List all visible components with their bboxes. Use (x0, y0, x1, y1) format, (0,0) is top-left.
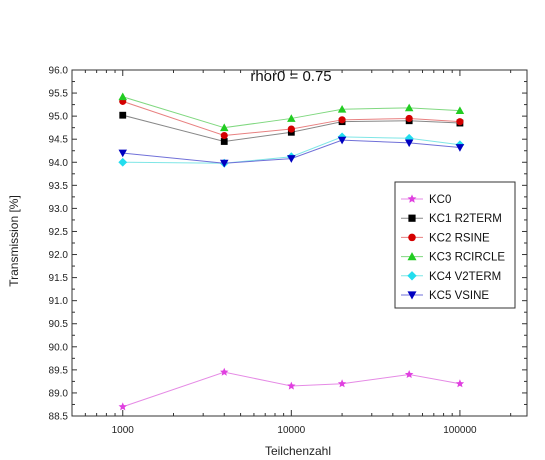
marker-triangle-down (455, 144, 465, 152)
legend: KC0 KC1 R2TERM KC2 RSINE KC3 RCIRCLE KC4 V2T… (394, 181, 516, 309)
y-tick-label: 91.5 (49, 273, 69, 284)
chart-annotation: rhor0 = 0.75 (250, 68, 331, 85)
y-tick-label: 94.0 (49, 158, 69, 169)
legend-item: KC5 VSINE (401, 290, 489, 302)
marker-triangle-up (219, 123, 229, 132)
marker-circle (287, 125, 295, 133)
y-tick-label: 90.0 (49, 342, 69, 353)
y-tick-label: 90.5 (49, 319, 69, 330)
marker-star (455, 379, 465, 388)
y-tick-label: 91.0 (49, 296, 69, 307)
marker-triangle-down (337, 136, 347, 145)
y-tick-label: 92.5 (49, 227, 69, 238)
marker-circle (408, 233, 416, 242)
legend-label: KC3 RCIRCLE (429, 252, 505, 264)
marker-star (287, 381, 296, 390)
legend-label: KC5 VSINE (429, 290, 489, 302)
marker-triangle-up (337, 104, 347, 113)
marker-triangle-up (118, 92, 127, 101)
marker-circle (456, 118, 464, 126)
marker-triangle-up (404, 103, 414, 112)
marker-square (119, 111, 127, 119)
y-tick-label: 95.0 (49, 112, 69, 123)
marker-circle (405, 114, 413, 123)
marker-diamond (404, 133, 414, 143)
legend-label: KC2 RSINE (429, 232, 490, 244)
marker-triangle-down (118, 149, 127, 158)
legend-item: KC4 V2TERM (401, 271, 501, 283)
marker-triangle-down (287, 155, 296, 163)
series-line (122, 100, 460, 137)
y-tick-label: 95.5 (49, 89, 69, 100)
series-kc5-vsine (118, 136, 465, 168)
y-tick-label: 96.0 (49, 66, 69, 77)
marker-triangle-up (287, 114, 296, 122)
y-tick-label: 93.5 (49, 181, 69, 192)
legend-item: KC0 (401, 194, 451, 206)
marker-diamond (407, 271, 417, 281)
marker-triangle-down (407, 291, 417, 300)
series-kc3-rcircle (118, 92, 465, 132)
marker-diamond (118, 157, 128, 167)
y-tick-label: 92.0 (49, 250, 69, 261)
series-line (122, 136, 460, 164)
x-tick-label: 100000 (443, 425, 477, 436)
x-tick-label: 1000 (112, 425, 135, 436)
legend-label: KC1 R2TERM (429, 213, 502, 225)
legend-box (394, 181, 516, 309)
x-tick-label: 10000 (277, 425, 305, 436)
y-tick-label: 89.0 (49, 388, 69, 399)
x-axis-title: Teilchenzahl (265, 444, 331, 458)
series-line (122, 371, 460, 408)
marker-star (220, 367, 229, 376)
marker-star (118, 402, 127, 411)
marker-circle (220, 131, 228, 140)
legend-item: KC1 R2TERM (401, 213, 502, 225)
y-tick-label: 94.5 (49, 135, 69, 146)
series-kc0 (118, 367, 465, 411)
marker-star (337, 379, 347, 388)
axes: 88.5 89.0 89.5 90.0 90.5 91.0 91.5 92.0 92.5 93.0… (49, 66, 528, 436)
marker-star (407, 194, 417, 203)
marker-triangle-up (455, 106, 465, 114)
y-axis-title: Transmission [%] (7, 195, 21, 287)
y-tick-label: 93.0 (49, 204, 69, 215)
marker-square (220, 138, 228, 145)
marker-triangle-down (219, 159, 229, 168)
marker-square (408, 214, 416, 222)
series-line (122, 96, 460, 129)
marker-triangle-up (407, 252, 417, 261)
legend-label: KC0 (429, 194, 451, 206)
y-tick-label: 88.5 (49, 412, 69, 423)
legend-item: KC3 RCIRCLE (401, 252, 505, 264)
series-layer (118, 92, 465, 411)
series-line (122, 114, 460, 143)
marker-star (404, 370, 414, 379)
marker-triangle-down (404, 139, 414, 148)
series-line (122, 139, 460, 164)
legend-label: KC4 V2TERM (429, 271, 501, 283)
legend-item: KC2 RSINE (401, 232, 490, 244)
marker-circle (338, 116, 346, 124)
y-tick-label: 89.5 (49, 365, 69, 376)
